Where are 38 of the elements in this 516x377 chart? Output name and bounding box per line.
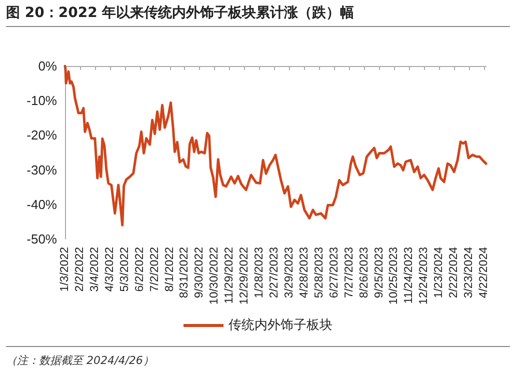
x-tick-label: 2/2/2022 [74, 247, 86, 292]
x-tick-label: 3/23/2024 [463, 246, 476, 298]
legend-label: 传统内外饰子板块 [228, 318, 332, 333]
x-tick-label: 7/2/2022 [148, 247, 161, 292]
x-tick-label: 3/4/2022 [88, 247, 101, 292]
y-tick-label: -50% [26, 232, 58, 246]
x-tick-label: 8/1/2022 [164, 247, 176, 292]
x-tick-label: 6/27/2023 [328, 247, 340, 298]
x-tick-label: 11/29/2022 [224, 247, 236, 304]
y-tick-label: -10% [26, 93, 58, 108]
y-tick-label: 0% [38, 58, 58, 74]
y-tick-label: -40% [26, 196, 58, 212]
text: （注：数据截至 2024/4/26） [6, 346, 510, 368]
x-tick-label: 4/28/2023 [298, 247, 310, 298]
x-tick-label: 8/31/2022 [178, 247, 191, 298]
x-tick-label: 1/23/2024 [433, 246, 446, 298]
x-tick-label: 1/3/2022 [59, 247, 71, 292]
x-tick-label: 5/3/2022 [118, 247, 131, 292]
x-tick-label: 10/30/2022 [208, 247, 221, 305]
y-tick-label: -30% [26, 162, 58, 178]
x-tick-label: 11/24/2023 [403, 247, 416, 304]
y-tick-label: -20% [26, 128, 58, 143]
chart-title: 图 20：2022 年以来传统内外饰子板块累计涨（跌）幅 [6, 4, 510, 27]
x-tick-label: 10/25/2023 [388, 247, 400, 305]
x-tick-label: 9/25/2023 [373, 247, 386, 298]
x-tick-label: 6/2/2022 [134, 247, 146, 292]
x-tick-label: 3/29/2023 [283, 247, 296, 298]
x-tick-label: 4/22/2024 [478, 246, 490, 298]
x-tick-label: 1/28/2023 [254, 247, 266, 298]
x-tick-label: 2/27/2023 [268, 247, 280, 298]
x-tick-label: 7/27/2023 [343, 247, 356, 298]
x-tick-label: 5/28/2023 [313, 247, 326, 298]
x-tick-label: 4/3/2022 [104, 247, 116, 292]
x-tick-label: 8/26/2023 [358, 247, 370, 298]
x-tick-label: 2/22/2024 [448, 246, 460, 298]
x-tick-label: 12/24/2023 [418, 247, 430, 305]
x-tick-label: 9/30/2022 [194, 247, 206, 298]
x-tick-label: 12/29/2022 [238, 247, 251, 305]
